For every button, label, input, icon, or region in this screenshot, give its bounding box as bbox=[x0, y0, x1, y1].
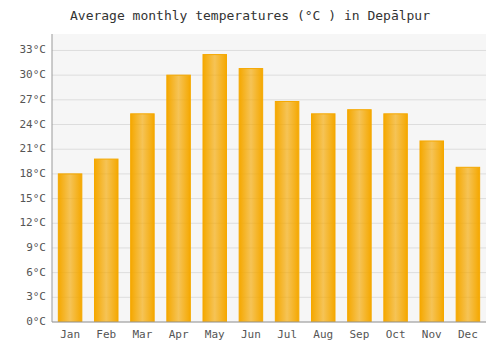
x-tick-label: Jul bbox=[277, 328, 297, 341]
y-tick-label: 21°C bbox=[20, 142, 47, 155]
y-axis-labels: 0°C 3°C 6°C 9°C 12°C 15°C 18°C 21°C 24°C 27°C 30°C… bbox=[20, 43, 47, 328]
bars bbox=[58, 55, 479, 322]
y-tick-label: 3°C bbox=[26, 290, 46, 303]
bar bbox=[311, 114, 335, 322]
bar bbox=[384, 114, 408, 322]
y-tick-label: 18°C bbox=[20, 167, 47, 180]
y-tick-label: 6°C bbox=[26, 266, 46, 279]
x-tick-label: Oct bbox=[386, 328, 406, 341]
bar bbox=[131, 114, 155, 322]
grid-line bbox=[52, 322, 486, 323]
x-tick-label: Jan bbox=[60, 328, 80, 341]
bar bbox=[58, 174, 82, 322]
bar bbox=[94, 159, 118, 322]
grid-line bbox=[52, 99, 486, 100]
x-tick-label: Aug bbox=[313, 328, 333, 341]
chart-container: 0°C 3°C 6°C 9°C 12°C 15°C 18°C 21°C 24°C 27°C 30°C… bbox=[0, 0, 500, 350]
y-tick-label: 0°C bbox=[26, 315, 46, 328]
x-axis-line bbox=[52, 322, 486, 323]
x-tick-label: May bbox=[205, 328, 225, 341]
bar bbox=[456, 167, 480, 322]
bar bbox=[167, 75, 191, 322]
bar bbox=[239, 69, 263, 322]
title: Average monthly temperatures (°C ) in De… bbox=[70, 8, 430, 23]
bar bbox=[420, 141, 444, 322]
x-tick-label: Apr bbox=[169, 328, 189, 341]
y-tick-label: 15°C bbox=[20, 192, 47, 205]
y-axis-line bbox=[52, 34, 53, 322]
y-tick-label: 12°C bbox=[20, 216, 47, 229]
bar bbox=[275, 101, 299, 322]
x-tick-label: Nov bbox=[422, 328, 442, 341]
x-tick-label: Mar bbox=[132, 328, 152, 341]
grid-line bbox=[52, 50, 486, 51]
x-tick-label: Jun bbox=[241, 328, 261, 341]
grid-line bbox=[52, 124, 486, 125]
x-axis-labels: Jan Feb Mar Apr May Jun Jul Aug Sep Oct Nov Dec bbox=[60, 328, 478, 341]
y-tick-label: 30°C bbox=[20, 68, 47, 81]
bar bbox=[348, 110, 372, 322]
bar bbox=[203, 55, 227, 322]
grid bbox=[52, 50, 486, 322]
y-tick-label: 24°C bbox=[20, 118, 47, 131]
x-tick-label: Dec bbox=[458, 328, 478, 341]
grid-line bbox=[52, 75, 486, 76]
y-tick-label: 27°C bbox=[20, 93, 47, 106]
y-tick-label: 33°C bbox=[20, 43, 47, 56]
plot-area bbox=[52, 34, 486, 322]
chart: 0°C 3°C 6°C 9°C 12°C 15°C 18°C 21°C 24°C 27°C 30°C… bbox=[0, 0, 500, 350]
x-tick-label: Feb bbox=[96, 328, 116, 341]
x-tick-label: Sep bbox=[349, 328, 369, 341]
page: {"chart_data": {"type": "bar", "title": … bbox=[0, 0, 500, 350]
y-tick-label: 9°C bbox=[26, 241, 46, 254]
